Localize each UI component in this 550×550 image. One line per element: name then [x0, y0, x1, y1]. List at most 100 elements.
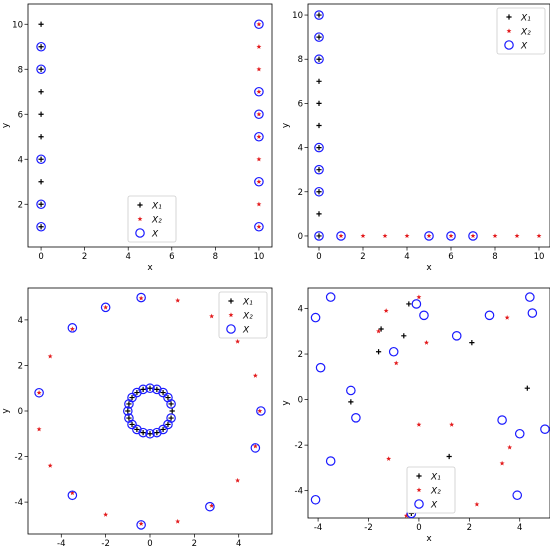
- data-point-plus: [168, 401, 174, 407]
- data-point-circle: [512, 490, 523, 501]
- data-point-star: [416, 422, 422, 427]
- data-point-star: [536, 233, 542, 239]
- data-point-star: [36, 390, 42, 395]
- y-tick-label: 4: [298, 304, 303, 314]
- data-point-star: [175, 518, 181, 524]
- series-plus: [316, 12, 322, 239]
- data-point-circle: [310, 494, 321, 505]
- data-point-plus: [401, 333, 407, 339]
- y-tick-label: 2: [18, 361, 23, 371]
- data-point-plus: [154, 430, 160, 436]
- series-circle: [34, 292, 266, 530]
- legend-marker-plus: [416, 473, 422, 479]
- data-point-star: [235, 338, 241, 344]
- x-axis-label: x: [426, 263, 432, 273]
- y-tick-label: 4: [18, 155, 23, 165]
- data-point-circle: [527, 308, 538, 318]
- data-point-star: [256, 89, 262, 94]
- y-tick-label: -2: [15, 453, 23, 463]
- plot-area-frame: [307, 3, 550, 248]
- data-point-plus: [316, 100, 322, 107]
- data-point-circle: [36, 41, 46, 52]
- y-tick-label: 4: [18, 316, 23, 326]
- data-point-plus: [316, 12, 322, 18]
- data-point-circle: [205, 501, 215, 512]
- x-tick-label: 0: [316, 252, 321, 262]
- y-axis-label: y: [1, 122, 11, 128]
- data-point-star: [338, 233, 344, 239]
- series-plus: [348, 301, 530, 517]
- data-point-circle: [145, 428, 155, 439]
- legend-marker-plus: [228, 298, 234, 304]
- legend-marker-circle: [226, 324, 236, 334]
- data-point-plus: [38, 134, 44, 140]
- data-point-circle: [484, 310, 495, 321]
- x-tick-label: 6: [448, 252, 453, 262]
- data-point-plus: [147, 385, 153, 391]
- data-point-star: [360, 233, 366, 239]
- data-point-circle: [158, 424, 168, 435]
- y-tick-label: 10: [292, 11, 303, 21]
- data-point-star: [256, 134, 262, 139]
- data-point-circle: [314, 10, 324, 20]
- data-point-circle: [36, 154, 46, 165]
- data-point-plus: [348, 399, 354, 405]
- data-point-plus: [316, 167, 322, 173]
- data-point-circle: [346, 385, 356, 396]
- data-point-star: [256, 66, 262, 72]
- data-point-plus: [316, 233, 322, 239]
- data-point-star: [138, 295, 144, 301]
- data-point-circle: [138, 384, 148, 395]
- data-point-plus: [126, 415, 132, 421]
- x-tick-label: 0: [147, 539, 152, 549]
- data-point-star: [209, 503, 215, 508]
- legend-label: X₂: [520, 28, 531, 38]
- data-point-star: [386, 456, 392, 461]
- chart-panel-1: 0 2 4 6 8 10 2 4 6 8 10 x y X₁ X₂ X: [1, 3, 273, 273]
- data-point-star: [470, 233, 476, 239]
- data-point-circle: [310, 312, 321, 323]
- x-tick-label: 4: [236, 539, 241, 549]
- data-point-plus: [378, 326, 384, 332]
- data-point-star: [256, 44, 262, 49]
- legend: X₁ X₂ X: [127, 195, 177, 243]
- data-point-star: [499, 460, 505, 466]
- y-tick-label: 10: [12, 20, 23, 30]
- series-plus: [125, 385, 175, 437]
- legend-label: X: [151, 230, 159, 240]
- y-tick-label: 8: [18, 65, 23, 75]
- data-point-plus: [316, 122, 322, 129]
- data-point-circle: [136, 520, 146, 530]
- data-point-circle: [315, 362, 326, 373]
- x-axis-label: x: [426, 534, 432, 544]
- plot-area-frame: [307, 287, 550, 519]
- data-point-star: [474, 501, 480, 507]
- y-tick-label: 2: [18, 200, 23, 210]
- y-tick-label: 0: [298, 396, 303, 406]
- data-point-plus: [38, 179, 44, 185]
- data-point-plus: [38, 111, 44, 117]
- data-point-circle: [127, 419, 137, 430]
- y-tick-label: -4: [295, 487, 303, 497]
- data-point-plus: [126, 401, 132, 407]
- series-circle: [314, 10, 478, 241]
- x-tick-label: 0: [38, 252, 43, 262]
- plot-area-frame: [27, 3, 273, 248]
- series-circle: [36, 19, 264, 232]
- data-point-circle: [419, 310, 429, 321]
- x-tick-label: 2: [192, 539, 197, 549]
- legend-marker-star: [228, 312, 234, 318]
- x-tick-label: 10: [534, 252, 545, 262]
- y-tick-label: 2: [298, 350, 303, 360]
- data-point-circle: [34, 387, 44, 398]
- data-point-plus: [316, 144, 322, 151]
- x-tick-label: -2: [101, 539, 109, 549]
- data-point-circle: [254, 109, 264, 120]
- data-point-plus: [134, 426, 140, 433]
- data-point-star: [256, 111, 262, 117]
- data-point-star: [175, 297, 181, 303]
- data-point-circle: [424, 231, 434, 241]
- data-point-circle: [254, 131, 264, 142]
- data-point-plus: [316, 78, 322, 84]
